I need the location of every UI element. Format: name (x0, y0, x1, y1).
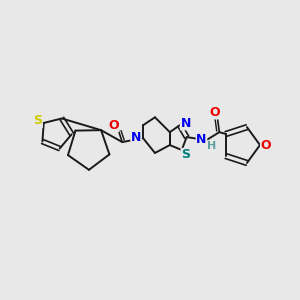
Text: O: O (261, 139, 271, 152)
Text: H: H (207, 141, 216, 151)
Text: O: O (209, 106, 220, 119)
Text: O: O (108, 119, 119, 132)
Text: N: N (181, 117, 191, 130)
Text: S: S (181, 148, 190, 161)
Text: N: N (196, 133, 207, 146)
Text: S: S (33, 115, 42, 128)
Text: N: N (131, 130, 141, 144)
